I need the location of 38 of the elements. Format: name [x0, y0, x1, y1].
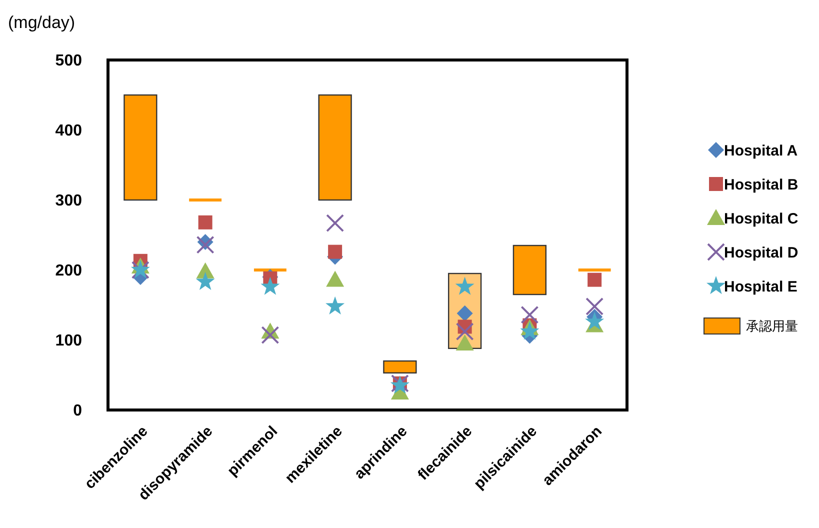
- point: [586, 297, 604, 316]
- point: [456, 305, 473, 322]
- point: [326, 296, 345, 314]
- bar: [512, 244, 547, 296]
- point: [588, 272, 602, 287]
- point: [326, 270, 344, 287]
- bar: [124, 94, 158, 201]
- point: [585, 312, 604, 330]
- bar: [318, 94, 352, 201]
- bar: [578, 268, 611, 272]
- point: [260, 276, 280, 295]
- y-tick-label: 300: [55, 192, 82, 210]
- point: [455, 276, 474, 295]
- point: [456, 334, 474, 350]
- point: [520, 306, 539, 324]
- bar: [383, 360, 417, 374]
- point: [328, 244, 342, 259]
- y-tick-label: 200: [55, 262, 82, 280]
- legend-label: Hospital C: [724, 210, 798, 228]
- point: [456, 322, 474, 341]
- bar: [254, 268, 286, 272]
- point: [261, 326, 280, 344]
- y-tick-label: 400: [55, 122, 82, 140]
- y-tick-label: 500: [55, 52, 82, 70]
- legend-label: Hospital D: [724, 244, 798, 262]
- bar: [189, 198, 222, 202]
- y-axis-title: (mg/day): [8, 13, 76, 32]
- y-tick-label: 0: [73, 402, 82, 420]
- point: [198, 215, 212, 230]
- point: [520, 322, 540, 340]
- legend-label: Hospital B: [724, 176, 798, 194]
- point: [196, 236, 214, 254]
- legend-label: Hospital E: [724, 278, 798, 296]
- point: [326, 214, 344, 232]
- point: [196, 272, 215, 290]
- legend-label: 承認用量: [746, 318, 798, 334]
- legend-label: Hospital A: [724, 142, 798, 160]
- y-tick-label: 100: [55, 332, 82, 350]
